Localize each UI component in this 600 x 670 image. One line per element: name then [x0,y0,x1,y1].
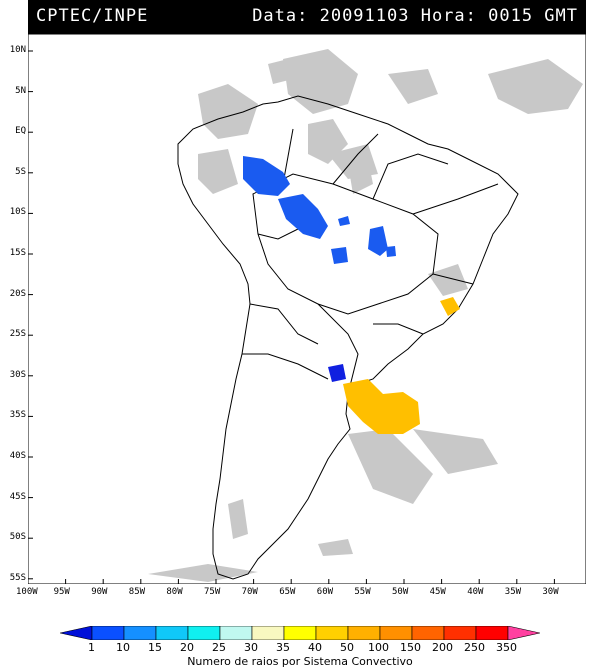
legend-colorbar [60,626,540,640]
lat-label: 5N [15,85,26,96]
colorbar-tick-label: 35 [276,641,290,654]
colorbar-tick-label: 350 [496,641,517,654]
colorbar-tick-label: 50 [340,641,354,654]
continent-outline [177,95,519,580]
colorbar-segment [155,626,189,640]
map-frame [28,34,586,584]
lightning-systems-yellow [343,297,460,434]
lat-label: 30S [9,369,26,380]
colorbar-segment [283,626,317,640]
lat-label: 10N [9,45,26,55]
lon-label: 70W [241,587,258,597]
colorbar-tick-label: 25 [212,641,226,654]
lon-label: 95W [53,587,70,597]
lat-label: 55S [9,572,26,583]
header-date-time: Data: 20091103 Hora: 0015 GMT [252,6,578,26]
lon-label: 55W [354,587,371,597]
lat-label: 15S [9,248,26,258]
lat-label: 25S [9,329,26,340]
lightning-system-darkblue [328,364,346,382]
colorbar-tick-label: 15 [148,641,162,654]
lat-label: EQ [15,126,26,137]
lon-label: 35W [504,587,522,597]
colorbar-segment [379,626,413,640]
header-source: CPTEC/INPE [36,6,149,26]
lightning-map [28,34,586,584]
lat-label: 45S [9,491,26,502]
lon-label: 30W [542,587,559,597]
lat-label: 35S [9,410,26,421]
colorbar-tick-label: 150 [400,641,421,654]
colorbar-segment [443,626,477,640]
colorbar-segment [187,626,221,640]
lat-label: 5S [15,166,26,177]
colorbar-tick-label: 1 [88,641,95,654]
colorbar-tick-label: 10 [116,641,130,654]
map-header: CPTEC/INPE Data: 20091103 Hora: 0015 GMT [28,0,586,34]
lon-label: 85W [128,587,146,597]
colorbar-tick-label: 100 [368,641,389,654]
colorbar-segment [123,626,157,640]
colorbar-tick-label: 30 [244,641,258,654]
colorbar-segment [411,626,445,640]
colorbar-segment [315,626,349,640]
colorbar-tick-label: 20 [180,641,194,654]
colorbar-segment [219,626,253,640]
lat-label: 20S [9,288,26,299]
lightning-systems-blue [243,156,396,264]
lon-label: 45W [429,587,446,597]
colorbar-segment [507,626,540,640]
legend-caption: Numero de raios por Sistema Convectivo [187,655,413,668]
colorbar-tick-label: 40 [308,641,322,654]
cloud-cover [148,49,583,582]
lon-label: 50W [392,587,409,597]
colorbar-tick-label: 200 [432,641,453,654]
graticule-ticks [28,50,555,584]
colorbar-tick-label: 250 [464,641,485,654]
lon-label: 65W [279,587,296,597]
colorbar-segment [91,626,125,640]
colorbar-segment [251,626,285,640]
lat-label: 50S [9,532,26,543]
colorbar-segment [347,626,381,640]
lon-label: 60W [316,587,334,597]
lat-label: 40S [9,451,26,461]
lon-label: 90W [91,587,108,597]
lat-label: 10S [9,207,26,218]
colorbar-segment [60,626,93,640]
lon-label: 40W [467,587,484,597]
lon-label: 80W [166,587,183,597]
colorbar-segment [475,626,509,640]
lon-label: 75W [204,587,221,597]
lon-label: 100W [16,587,38,597]
